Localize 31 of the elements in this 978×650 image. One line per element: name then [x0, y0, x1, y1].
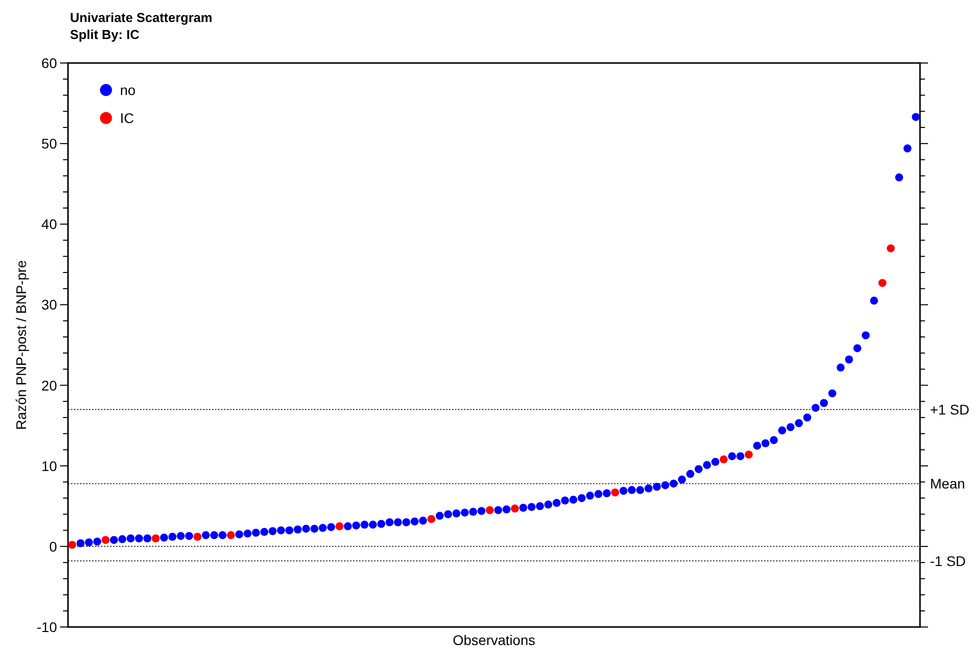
point [486, 506, 494, 514]
ref-line-label: +1 SD [930, 401, 970, 418]
chart-title: Univariate Scattergram [70, 10, 212, 25]
x-axis-title: Observations [452, 632, 536, 648]
point [720, 455, 728, 464]
point [335, 522, 344, 530]
chart-subtitle: Split By: IC [70, 27, 140, 42]
legend-label: no [120, 82, 136, 98]
y-tick-label: 50 [41, 136, 58, 152]
point [68, 540, 76, 549]
point [226, 531, 235, 540]
y-tick-label: -10 [36, 619, 58, 635]
point [427, 515, 436, 524]
legend-label: IC [120, 110, 134, 126]
point [611, 488, 620, 496]
y-tick-label: 20 [41, 377, 58, 394]
y-axis-title: Razón PNP-post / BNP-pre [13, 260, 29, 430]
ref-line-label: Mean [930, 476, 966, 492]
y-tick-label: 30 [41, 296, 58, 313]
y-tick-label: 40 [41, 216, 58, 232]
point [886, 244, 895, 252]
point [510, 504, 519, 513]
point [152, 534, 160, 542]
point [193, 532, 202, 541]
y-tick-label: 10 [41, 458, 58, 474]
y-tick-label: 0 [49, 538, 58, 554]
point [878, 278, 886, 287]
point [744, 450, 753, 459]
y-tick-label: 60 [41, 55, 58, 71]
ref-line-label: -1 SD [930, 552, 966, 569]
point [102, 536, 110, 544]
